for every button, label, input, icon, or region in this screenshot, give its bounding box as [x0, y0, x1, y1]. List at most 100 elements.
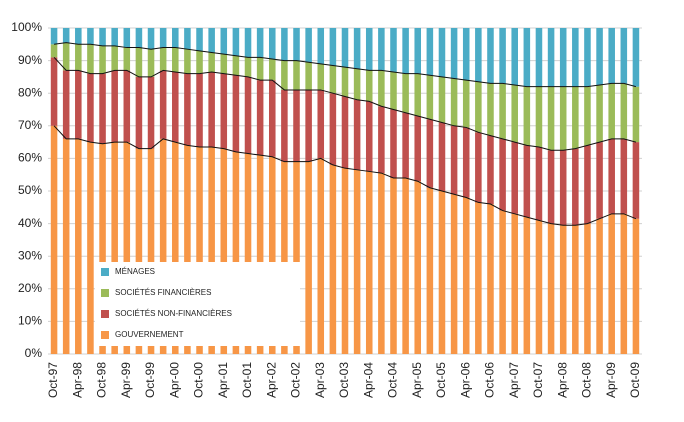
legend-box — [95, 262, 300, 346]
bar-segment — [414, 116, 422, 182]
bar-segment — [232, 75, 240, 152]
bar-segment — [317, 158, 325, 354]
bar-segment — [632, 86, 640, 143]
bar-segment — [62, 138, 70, 354]
bar-segment — [475, 81, 482, 133]
bar-segment — [196, 146, 203, 354]
bar-segment — [523, 145, 531, 218]
bar-segment — [511, 142, 518, 214]
x-tick-label: Apr-98 — [70, 362, 84, 398]
bar-segment — [547, 86, 555, 151]
bar-segment — [208, 28, 215, 53]
bar-segment — [99, 73, 106, 144]
bar-segment — [438, 76, 446, 123]
bar-segment — [244, 57, 252, 77]
x-tick-label: Oct-00 — [192, 362, 206, 398]
x-tick-label: Apr-07 — [507, 362, 521, 398]
bar-segment — [608, 83, 615, 139]
bar-segment — [390, 72, 397, 110]
x-tick-label: Oct-08 — [580, 362, 594, 398]
bar-segment — [268, 156, 276, 354]
bar-segment — [111, 70, 118, 143]
bar-segment — [499, 83, 506, 139]
bar-segment — [353, 169, 361, 354]
bar-segment — [281, 60, 288, 90]
y-tick-label: 30% — [18, 248, 42, 262]
bar-segment — [341, 67, 349, 97]
bar-segment — [184, 145, 191, 354]
bar-segment — [402, 28, 409, 74]
bar-segment — [244, 76, 252, 154]
bar-segment — [62, 42, 70, 71]
bar-segment — [220, 28, 228, 55]
legend-label: SOCIÉTÉS NON-FINANCIÈRES — [115, 309, 232, 318]
legend-label: SOCIÉTÉS FINANCIÈRES — [115, 288, 211, 297]
bar-segment — [559, 225, 567, 354]
bar-segment — [172, 72, 179, 143]
bar-segment — [378, 70, 385, 107]
bar-segment — [523, 217, 531, 354]
bar-segment — [184, 49, 191, 74]
bar-segment — [511, 85, 518, 143]
bar-segment — [511, 28, 518, 86]
bar-segment — [159, 70, 167, 139]
bar-segment — [450, 194, 458, 354]
bar-segment — [75, 70, 82, 139]
bar-segment — [305, 62, 312, 90]
x-tick-label: Apr-05 — [410, 362, 424, 398]
x-tick-label: Oct-98 — [95, 362, 109, 398]
bar-segment — [147, 49, 155, 77]
bar-segment — [487, 135, 494, 205]
bar-segment — [317, 63, 325, 90]
bar-segment — [450, 125, 458, 195]
bar-segment — [50, 44, 58, 58]
bar-segment — [402, 73, 409, 113]
bar-segment — [99, 143, 106, 354]
x-tick-label: Apr-01 — [216, 362, 230, 398]
bar-segment — [438, 191, 446, 354]
x-tick-label: Oct-05 — [434, 362, 448, 398]
bar-segment — [305, 89, 312, 162]
bar-segment — [402, 112, 409, 178]
bar-segment — [268, 58, 276, 81]
bar-segment — [365, 101, 373, 172]
bar-segment — [147, 28, 155, 50]
bar-segment — [172, 28, 179, 48]
bar-segment — [632, 28, 640, 87]
bar-segment — [353, 28, 361, 69]
bar-segment — [329, 28, 337, 66]
x-tick-label: Oct-06 — [483, 362, 497, 398]
y-tick-label: 70% — [18, 118, 42, 132]
bar-segment — [147, 148, 155, 354]
bar-segment — [317, 89, 325, 159]
bar-segment — [50, 57, 58, 126]
bar-segment — [620, 213, 628, 354]
bar-segment — [353, 68, 361, 100]
bar-segment — [596, 142, 603, 219]
bar-segment — [87, 73, 94, 143]
legend: MÉNAGES SOCIÉTÉS FINANCIÈRES SOCIÉTÉS NON-… — [95, 262, 300, 346]
bar-segment — [281, 161, 288, 354]
x-tick-label: Apr-06 — [458, 362, 472, 398]
bar-segment — [620, 138, 628, 214]
x-tick-label: Oct-07 — [531, 362, 545, 398]
x-tick-label: Oct-97 — [46, 362, 60, 398]
bar-segment — [596, 218, 603, 354]
bar-segment — [438, 28, 446, 77]
bar-segment — [523, 86, 531, 146]
bar-segment — [111, 45, 118, 71]
bar-segment — [147, 76, 155, 149]
x-tick-label: Apr-09 — [604, 362, 618, 398]
x-tick-label: Oct-99 — [143, 362, 157, 398]
x-tick-label: Apr-99 — [119, 362, 133, 398]
bar-segment — [196, 50, 203, 74]
bar-segment — [572, 86, 579, 149]
bar-segment — [390, 28, 397, 73]
bar-segment — [511, 213, 518, 354]
bar-segment — [620, 28, 628, 84]
bar-segment — [365, 28, 373, 71]
legend-label: MÉNAGES — [115, 267, 155, 276]
bar-segment — [281, 28, 288, 61]
bar-segment — [99, 45, 106, 74]
y-tick-label: 40% — [18, 216, 42, 230]
